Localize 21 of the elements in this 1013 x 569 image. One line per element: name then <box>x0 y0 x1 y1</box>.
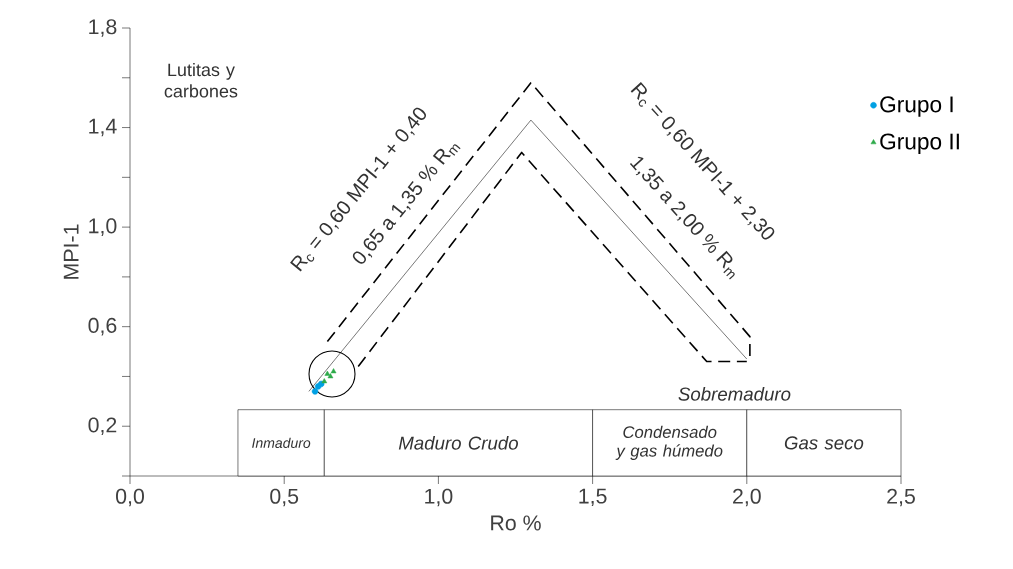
y-tick-label: 1,8 <box>89 19 117 37</box>
y-tick-label: 0,2 <box>88 417 117 436</box>
x-axis-title: Ro % <box>491 515 541 531</box>
legend-label: Grupo I <box>880 96 953 117</box>
band-label: Gas seco <box>784 436 864 450</box>
band-label: Condensado y gas húmedo <box>615 425 723 460</box>
x-tick-label: 2,5 <box>887 488 915 507</box>
x-tick-label: 0,5 <box>270 488 299 507</box>
band-label: Maduro Crudo <box>398 435 519 450</box>
x-tick-label: 0,0 <box>116 488 144 507</box>
x-tick-label: 2,0 <box>733 488 761 507</box>
y-tick-label: 1,0 <box>89 218 117 236</box>
y-axis-title: MPI-1 <box>63 224 79 279</box>
x-tick-label: 1,0 <box>425 488 453 507</box>
y-tick-label: 1,4 <box>89 118 117 137</box>
band-label: Inmaduro <box>252 437 311 448</box>
annotation: Sobremaduro <box>678 387 791 401</box>
x-tick-label: 1,5 <box>579 488 607 507</box>
annotation: Lutitas y carbones <box>164 62 238 98</box>
y-tick-label: 0,6 <box>88 317 117 336</box>
legend-label: Grupo II <box>880 133 959 155</box>
